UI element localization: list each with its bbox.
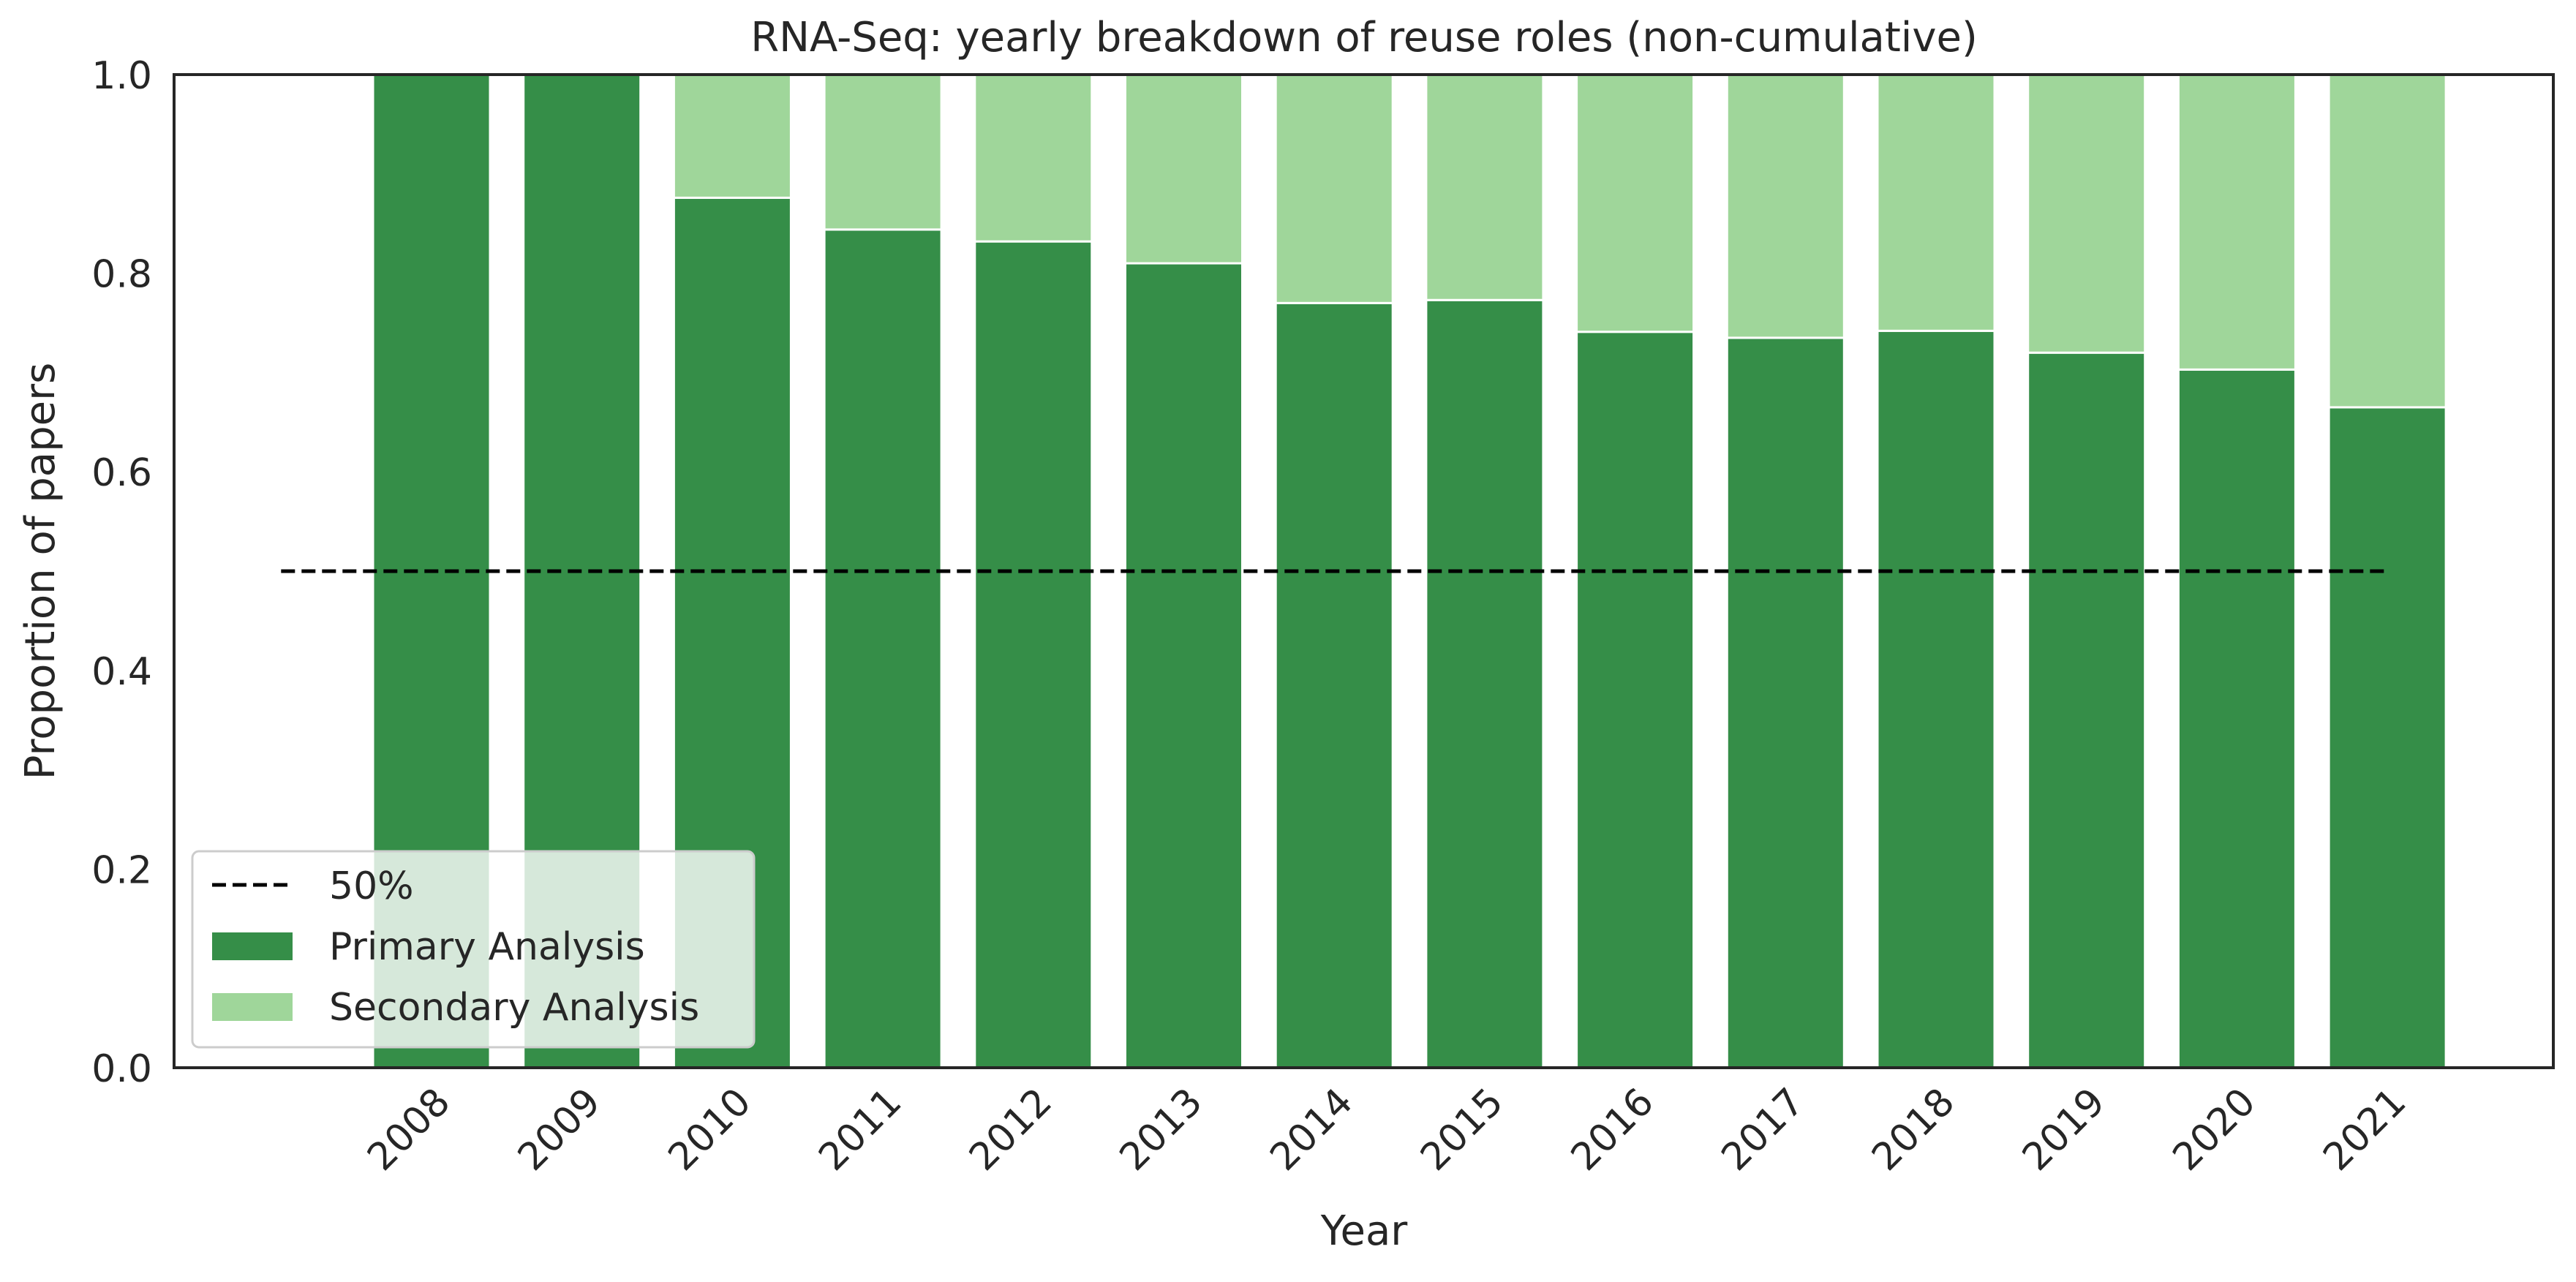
- legend-label-primary: Primary Analysis: [329, 925, 645, 969]
- bar-primary-analysis: [1124, 262, 1243, 1069]
- bar-primary-analysis: [1876, 329, 1996, 1069]
- bar-secondary-analysis: [2327, 73, 2447, 409]
- plot-frame: [173, 73, 2555, 1069]
- bar-secondary-analysis: [1725, 73, 1845, 339]
- bar-primary-analysis: [2327, 406, 2447, 1069]
- y-tick-label: 1.0: [91, 54, 152, 98]
- y-tick-label: 0.6: [91, 451, 152, 495]
- bar-primary-analysis: [1575, 331, 1695, 1069]
- y-axis-ticks: 0.0 0.2 0.4 0.6 0.8 1.0: [91, 54, 152, 1091]
- bar-secondary-analysis: [672, 73, 792, 199]
- bar-primary-analysis: [1725, 336, 1845, 1069]
- bar-secondary-analysis: [1425, 73, 1545, 301]
- bar-secondary-analysis: [1124, 73, 1243, 265]
- legend-swatch-primary: [212, 932, 293, 960]
- bar-primary-analysis: [1425, 298, 1545, 1069]
- bar-secondary-analysis: [1274, 73, 1394, 304]
- legend: 50% Primary Analysis Secondary Analysis: [191, 850, 756, 1049]
- bar-primary-analysis: [2027, 351, 2147, 1069]
- bar-primary-analysis: [823, 228, 943, 1069]
- bar-primary-analysis: [1274, 301, 1394, 1069]
- bar-secondary-analysis: [2027, 73, 2147, 354]
- bar-secondary-analysis: [1575, 73, 1695, 333]
- y-axis-label: Proportion of papers: [17, 363, 64, 780]
- legend-frame: [191, 850, 756, 1049]
- x-axis-label: Year: [1320, 1207, 1409, 1255]
- legend-swatch-secondary: [212, 993, 293, 1021]
- legend-label-50: 50%: [329, 864, 414, 908]
- bar-secondary-analysis: [823, 73, 943, 231]
- y-tick-label: 0.8: [91, 253, 152, 297]
- bar-secondary-analysis: [1876, 73, 1996, 332]
- chart-title: RNA-Seq: yearly breakdown of reuse roles…: [750, 14, 1978, 61]
- y-tick-label: 0.2: [91, 848, 152, 892]
- bar-primary-analysis: [973, 240, 1093, 1069]
- legend-label-secondary: Secondary Analysis: [329, 986, 699, 1030]
- y-tick-label: 0.4: [91, 650, 152, 694]
- bar-primary-analysis: [2177, 368, 2297, 1069]
- bar-secondary-analysis: [2177, 73, 2297, 371]
- y-tick-label: 0.0: [91, 1047, 152, 1091]
- bar-secondary-analysis: [973, 73, 1093, 243]
